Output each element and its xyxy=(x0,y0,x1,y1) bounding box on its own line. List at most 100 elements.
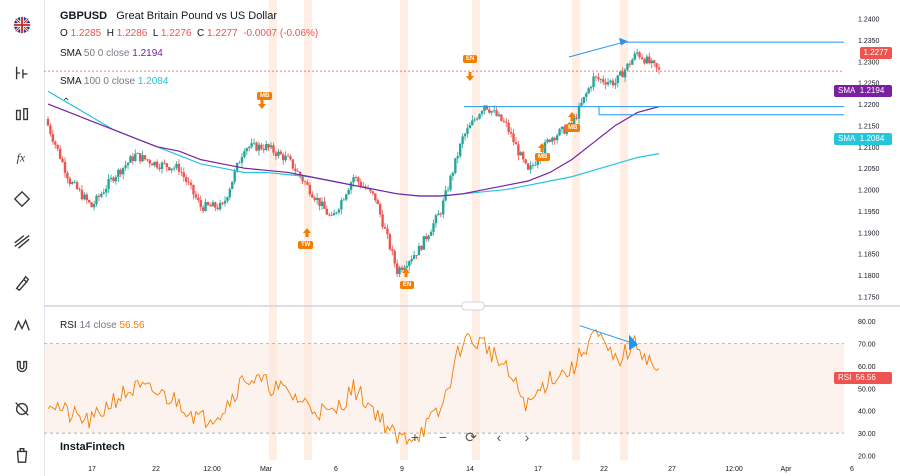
candle-body xyxy=(272,145,275,153)
symbol-flag-icon[interactable] xyxy=(7,10,37,40)
sma50-label: SMA xyxy=(60,48,82,59)
magnet-icon[interactable] xyxy=(7,352,37,382)
signal-arrow-icon xyxy=(402,268,410,277)
candle-body xyxy=(425,236,428,240)
event-band xyxy=(472,0,480,460)
candle-body xyxy=(378,204,382,215)
chart-canvas[interactable]: 1.2400 1.2350 1.2300 1.2250 1.2200 1.2150 1.21… xyxy=(44,0,900,476)
candle-body xyxy=(218,202,222,210)
zoom-in-button[interactable]: + xyxy=(410,429,420,445)
badge-mb-3[interactable]: MB xyxy=(565,124,581,132)
candle-body xyxy=(296,171,299,172)
candle-body xyxy=(361,186,365,187)
price-axis-label: 1.1900 xyxy=(858,230,880,237)
scroll-right-button[interactable]: › xyxy=(524,429,530,445)
badge-en-2[interactable]: EN xyxy=(400,281,415,289)
reset-chart-button[interactable]: ⟳ xyxy=(465,428,477,445)
candle-body xyxy=(194,194,198,198)
badge-en-1[interactable]: EN xyxy=(463,55,478,63)
candle-body xyxy=(449,175,452,190)
candle-body xyxy=(187,181,190,183)
price-axis-label: 1.1850 xyxy=(858,252,880,259)
trash-icon[interactable] xyxy=(7,440,37,470)
candle-body xyxy=(640,57,644,60)
candle-body xyxy=(228,189,232,198)
sma100-label: SMA xyxy=(60,76,82,87)
candle-body xyxy=(306,182,309,185)
price-axis-label: 1.1800 xyxy=(858,273,880,280)
zoom-out-button[interactable]: − xyxy=(438,429,448,445)
candle-body xyxy=(478,114,481,119)
candle-body xyxy=(170,168,173,171)
candle-body xyxy=(289,156,292,160)
brush-icon[interactable] xyxy=(7,268,37,298)
candles-icon[interactable] xyxy=(7,100,37,130)
candle-body xyxy=(92,204,96,208)
candle-body xyxy=(514,142,518,145)
candle-body xyxy=(260,144,263,149)
function-icon[interactable]: fx xyxy=(7,142,37,172)
candle-body xyxy=(437,213,440,216)
candle-body xyxy=(485,105,489,110)
candle-body xyxy=(61,158,64,162)
candle-body xyxy=(471,120,474,126)
scroll-left-button[interactable]: ‹ xyxy=(496,429,502,445)
candle-body xyxy=(303,181,307,183)
price-axis-label: 1.2400 xyxy=(858,17,880,24)
event-band xyxy=(620,0,628,460)
candle-body xyxy=(524,159,527,164)
candle-body xyxy=(301,176,304,182)
candle-body xyxy=(182,172,185,178)
candle-body xyxy=(209,205,212,207)
candle-body xyxy=(451,172,455,176)
candle-body xyxy=(318,197,321,206)
candle-body xyxy=(201,207,205,211)
trend-lines-icon[interactable] xyxy=(7,226,37,256)
hide-drawings-icon[interactable] xyxy=(7,394,37,424)
sma100-legend[interactable]: SMA 100 0 close 1.2084 xyxy=(60,76,168,87)
candle-body xyxy=(66,172,69,179)
time-axis-label: 17 xyxy=(534,466,542,473)
candle-body xyxy=(398,267,401,274)
candle-body xyxy=(463,133,467,137)
candle-body xyxy=(206,202,210,206)
candle-body xyxy=(73,182,76,183)
candle-body xyxy=(119,169,122,175)
candle-body xyxy=(553,137,556,141)
rsi-legend[interactable]: RSI 14 close 56.56 xyxy=(60,320,145,331)
patterns-icon[interactable] xyxy=(7,310,37,340)
brand-logo: InstaFintech xyxy=(60,441,125,453)
candle-body xyxy=(172,167,176,169)
badge-mb-1[interactable]: MB xyxy=(257,92,273,100)
time-axis-label: 6 xyxy=(334,466,338,473)
candle-body xyxy=(395,263,399,274)
signal-arrow-icon xyxy=(538,143,546,152)
candle-body xyxy=(386,228,389,235)
candle-body xyxy=(165,163,169,168)
candle-body xyxy=(175,163,178,168)
candle-body xyxy=(349,182,353,190)
candle-body xyxy=(507,122,510,133)
candle-body xyxy=(597,77,600,80)
indicator-icon[interactable] xyxy=(7,58,37,88)
badge-mb-2[interactable]: MB xyxy=(535,153,551,161)
candle-body xyxy=(655,63,658,68)
drawing-shape-icon[interactable] xyxy=(7,184,37,214)
candle-body xyxy=(83,194,86,200)
badge-tw[interactable]: TW xyxy=(298,241,314,249)
candle-body xyxy=(417,245,421,256)
candle-body xyxy=(85,194,88,200)
candle-body xyxy=(136,153,139,155)
candle-body xyxy=(121,167,125,175)
sma50-legend[interactable]: SMA 50 0 close 1.2194 xyxy=(60,48,163,59)
collapse-legend-icon[interactable]: ⌃ xyxy=(62,97,71,108)
candle-body xyxy=(109,177,113,179)
candle-body xyxy=(522,152,525,160)
candle-body xyxy=(500,114,503,121)
candle-body xyxy=(354,177,358,178)
candle-body xyxy=(141,155,144,162)
candle-body xyxy=(257,144,261,151)
candle-body xyxy=(243,151,246,157)
candle-body xyxy=(434,215,438,224)
candle-body xyxy=(163,162,166,164)
